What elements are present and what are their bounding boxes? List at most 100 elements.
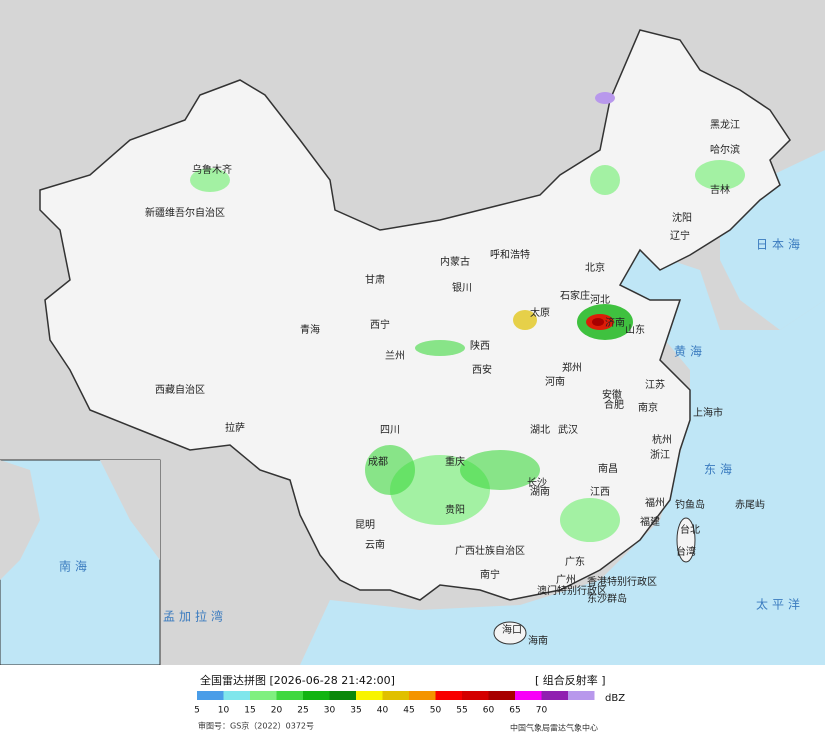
legend-value: 10 <box>218 706 230 716</box>
legend-value: 65 <box>509 706 520 716</box>
echo <box>460 450 540 490</box>
place-label: 青海 <box>300 323 320 336</box>
echo <box>592 318 604 326</box>
legend-swatch <box>329 691 356 700</box>
place-label: 长沙 <box>527 477 547 489</box>
inset-land <box>0 460 160 580</box>
place-label: 福州 <box>645 496 665 509</box>
place-label: 广西壮族自治区 <box>455 544 525 557</box>
echo <box>365 445 415 495</box>
legend-value: 70 <box>536 706 548 716</box>
place-label: 广东 <box>565 555 585 568</box>
radar-echoes <box>190 92 745 542</box>
place-label: 合肥 <box>604 398 624 411</box>
echo <box>595 92 615 104</box>
echo <box>560 498 620 542</box>
legend-swatch <box>382 691 409 700</box>
place-label: 甘肃 <box>365 273 385 286</box>
legend-swatch <box>223 691 250 700</box>
legend-value: 35 <box>350 706 361 716</box>
title: 全国雷达拼图 [2026-06-28 21:42:00] <box>200 673 395 687</box>
place-label: 武汉 <box>558 423 578 436</box>
legend-value: 55 <box>456 706 467 716</box>
place-label: 内蒙古 <box>440 255 470 268</box>
legend-value: 50 <box>430 706 442 716</box>
place-label: 湖南 <box>530 485 550 498</box>
sea-label: 南海 <box>59 559 91 574</box>
place-label: 台湾 <box>676 545 696 558</box>
legend-value: 40 <box>377 706 389 716</box>
taiwan <box>676 517 696 563</box>
legend-value: 15 <box>244 706 255 716</box>
legend-value: 25 <box>297 706 308 716</box>
place-label: 太原 <box>530 306 550 319</box>
place-label: 四川 <box>380 425 400 436</box>
place-label: 西宁 <box>370 318 390 331</box>
place-label: 吉林 <box>710 183 730 196</box>
place-label: 石家庄 <box>560 289 590 302</box>
place-label: 西安 <box>472 363 492 376</box>
source: 中国气象局雷达气象中心 <box>510 723 598 733</box>
place-label: 江苏 <box>645 378 665 391</box>
approval: 审图号：GS京（2022）0372号 <box>198 721 314 731</box>
legend-value: 20 <box>271 706 283 716</box>
place-label: 陕西 <box>470 339 490 352</box>
place-label: 南宁 <box>480 568 500 581</box>
legend-swatch <box>409 691 436 700</box>
place-label: 澳门特别行政区 <box>537 584 607 597</box>
place-label: 东沙群岛 <box>587 592 627 605</box>
place-label: 拉萨 <box>225 421 245 434</box>
echo <box>190 168 230 192</box>
echo <box>513 310 537 330</box>
place-label: 南昌 <box>598 462 618 475</box>
sea-label: 东海 <box>704 462 736 477</box>
product: [ 组合反射率 ] <box>535 673 606 687</box>
echo <box>695 160 745 190</box>
sea-label: 日本海 <box>756 237 804 252</box>
place-label: 呼和浩特 <box>490 249 530 261</box>
place-label: 昆明 <box>355 519 375 531</box>
place-label: 云南 <box>365 538 385 551</box>
sea-label: 太平洋 <box>756 597 804 612</box>
legend-swatch <box>541 691 568 700</box>
place-label: 赤尾屿 <box>735 499 765 511</box>
place-label: 贵阳 <box>445 503 465 516</box>
legend-swatch <box>515 691 542 700</box>
place-label: 河南 <box>545 375 565 388</box>
legend: 5 10 15 20 25 30 35 40 45 50 55 60 65 70 <box>194 691 595 716</box>
legend-swatch <box>435 691 462 700</box>
place-label: 郑州 <box>562 361 582 374</box>
legend-value: 45 <box>403 706 414 716</box>
echo <box>415 340 465 356</box>
legend-swatch <box>197 691 224 700</box>
place-label: 北京 <box>585 261 605 274</box>
place-label: 杭州 <box>652 433 672 446</box>
place-label: 新疆维吾尔自治区 <box>145 206 225 219</box>
place-label: 沈阳 <box>672 211 692 224</box>
legend-swatch <box>568 691 595 700</box>
place-label: 兰州 <box>385 349 405 362</box>
legend-swatch <box>462 691 489 700</box>
place-label: 西藏自治区 <box>155 383 205 396</box>
place-label: 广州 <box>556 574 576 586</box>
echo <box>590 165 620 195</box>
place-label: 哈尔滨 <box>710 143 740 156</box>
place-label: 济南 <box>605 316 625 329</box>
legend-swatch <box>356 691 383 700</box>
place-label: 辽宁 <box>670 229 690 242</box>
place-label: 南京 <box>638 401 658 414</box>
place-label: 河北 <box>590 294 610 306</box>
place-label: 香港特别行政区 <box>587 575 657 588</box>
footer <box>0 665 825 739</box>
place-label: 海南 <box>528 634 548 647</box>
place-label: 安徽 <box>602 388 622 401</box>
sea-label: 孟加拉湾 <box>163 609 227 624</box>
hainan <box>493 621 527 645</box>
place-label: 江西 <box>590 486 610 498</box>
place-label: 银川 <box>452 281 472 294</box>
place-label: 山东 <box>625 323 645 336</box>
place-label: 钓鱼岛 <box>675 498 705 511</box>
legend-swatch <box>488 691 515 700</box>
